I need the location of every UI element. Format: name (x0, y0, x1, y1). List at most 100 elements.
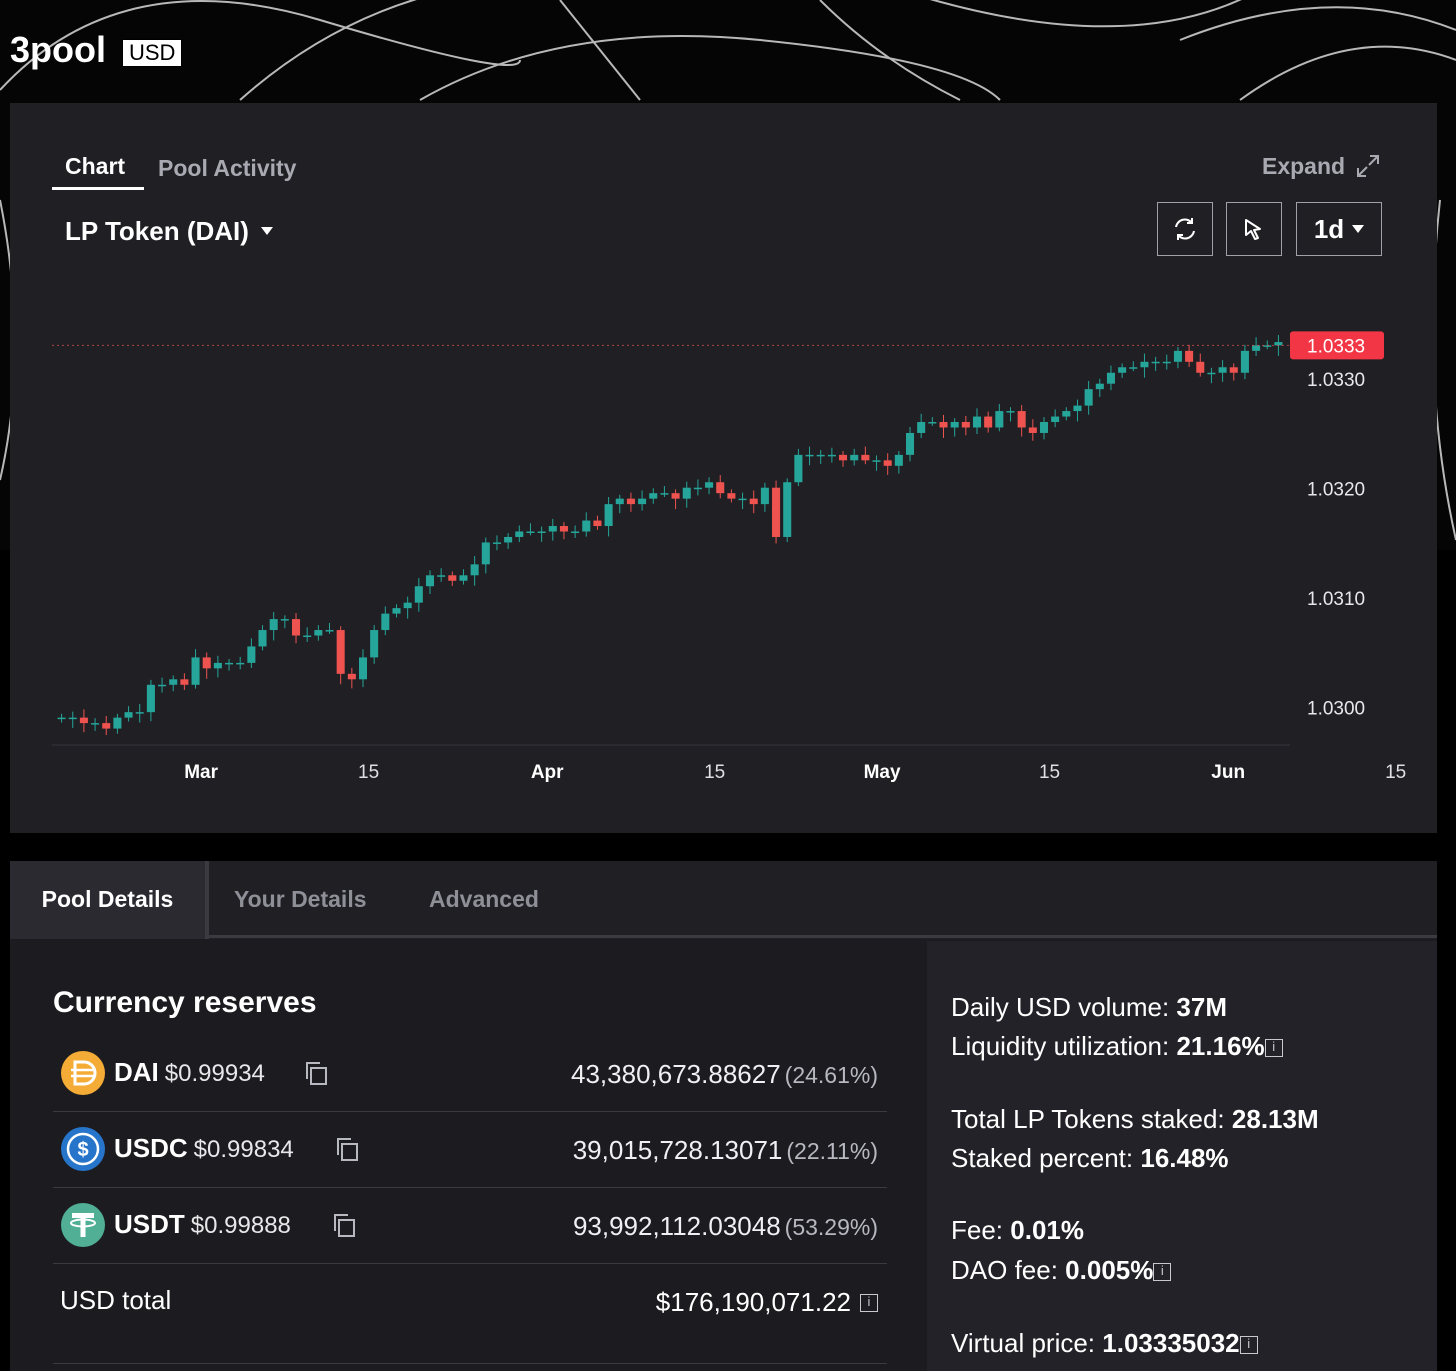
candle (1207, 367, 1216, 384)
candle (738, 492, 747, 510)
candle (537, 526, 546, 542)
info-icon[interactable]: i (860, 1294, 878, 1312)
copy-icon[interactable] (331, 1211, 357, 1239)
candle-body (1151, 361, 1160, 364)
candle-body (917, 422, 926, 433)
candle (928, 417, 937, 426)
candle (705, 477, 714, 495)
candle-body (827, 454, 836, 457)
candle-body (638, 498, 647, 505)
candle-body (727, 493, 736, 499)
candle (749, 490, 758, 514)
candle (291, 613, 301, 644)
expand-icon[interactable] (1355, 153, 1381, 179)
coin-amount: 93,992,112.03048 (53.29%) (573, 1211, 878, 1242)
candle (693, 479, 702, 496)
currency-reserves-title: Currency reserves (53, 986, 317, 1019)
candle (213, 655, 222, 678)
candle-body (1084, 389, 1093, 406)
candle-body (68, 717, 77, 720)
price-chart[interactable]: 1.0330 1.0320 1.0310 1.0300 1.0333 Mar 15 Apr 15… (10, 103, 1437, 833)
candle (984, 411, 993, 433)
amount-percent: (53.29%) (784, 1214, 878, 1240)
candle (1252, 337, 1261, 356)
chart-card: 1.0330 1.0320 1.0310 1.0300 1.0333 Mar 15 Apr 15… (10, 103, 1437, 833)
candle-body (1028, 427, 1037, 433)
info-icon[interactable]: i (1264, 1039, 1283, 1058)
candle-body (1196, 361, 1205, 373)
reset-zoom-button[interactable] (1157, 202, 1213, 256)
svg-text:$: $ (77, 1139, 88, 1161)
tab-pool-activity[interactable]: Pool Activity (158, 155, 297, 181)
chevron-down-icon[interactable] (261, 227, 273, 235)
expand-button[interactable]: Expand (1262, 153, 1346, 179)
copy-icon[interactable] (303, 1059, 329, 1087)
coin-name: DAI $0.99934 (114, 1057, 265, 1088)
y-tick-label: 1.0300 (1307, 699, 1365, 720)
candle-body (705, 482, 714, 488)
candle-body (615, 498, 624, 505)
chevron-down-icon (1352, 225, 1365, 233)
candle (805, 446, 814, 466)
candle-body (146, 684, 155, 713)
candle-body (102, 723, 111, 729)
candle-body (437, 575, 446, 577)
stat-label: Fee: (951, 1215, 1004, 1245)
candle-body (1039, 422, 1049, 433)
candle (414, 578, 423, 612)
candle (961, 415, 970, 436)
candle (950, 418, 959, 437)
usd-total-label: USD total (60, 1285, 172, 1315)
copy-icon[interactable] (334, 1135, 360, 1163)
info-icon[interactable]: i (1153, 1263, 1172, 1282)
info-icon[interactable]: i (1239, 1336, 1258, 1355)
candle (1051, 409, 1060, 428)
candle-body (1129, 367, 1138, 369)
stat-value: 0.01% (1010, 1215, 1084, 1245)
candle-body (1207, 372, 1216, 375)
candle-body (113, 717, 122, 729)
token-selector[interactable]: LP Token (DAI) (65, 216, 249, 246)
cursor-icon (1245, 219, 1261, 240)
x-tick-label: 15 (358, 762, 379, 783)
candle-body (225, 662, 234, 665)
candle-body (1095, 383, 1104, 390)
candle-body (716, 482, 725, 494)
candle-body (258, 630, 267, 647)
stat-value: 0.005% (1065, 1255, 1154, 1285)
coin-amount: 39,015,728.13071 (22.11%) (573, 1135, 878, 1166)
x-tick-label: Jun (1211, 762, 1245, 783)
candle (1229, 363, 1238, 381)
tab-advanced[interactable]: Advanced (429, 886, 539, 912)
reserve-row-usdc: $ USDC $0.99834 39,015,728.13071 (22.11%) (53, 1111, 887, 1188)
candle (772, 480, 781, 544)
candle (135, 703, 144, 723)
candle-body (79, 717, 88, 724)
candle-body (236, 662, 245, 665)
candle-body (180, 679, 189, 685)
candle-body (950, 422, 959, 428)
candle (1185, 344, 1194, 367)
x-tick-label: Apr (531, 762, 564, 783)
candle-body (414, 586, 423, 603)
amount-percent: (22.11%) (786, 1138, 878, 1164)
candle (1129, 361, 1138, 372)
cursor-mode-button[interactable] (1226, 202, 1282, 256)
candle-body (1118, 367, 1127, 373)
candle (425, 570, 435, 595)
stat-value: 28.13M (1231, 1104, 1319, 1134)
candle-body (358, 657, 368, 680)
stat-label: Liquidity utilization: (951, 1031, 1170, 1061)
candle-body (894, 454, 903, 466)
candle (347, 667, 356, 689)
interval-selector[interactable]: 1d (1296, 202, 1382, 256)
candle-body (526, 531, 535, 533)
tab-pool-details[interactable]: Pool Details (10, 861, 209, 939)
tab-your-details[interactable]: Your Details (234, 886, 367, 912)
candle-body (135, 712, 144, 714)
tab-chart[interactable]: Chart (65, 153, 126, 179)
dai-icon (61, 1051, 105, 1095)
candle (816, 449, 825, 464)
candle-body (91, 723, 100, 725)
tab-chart-underline (52, 187, 144, 190)
